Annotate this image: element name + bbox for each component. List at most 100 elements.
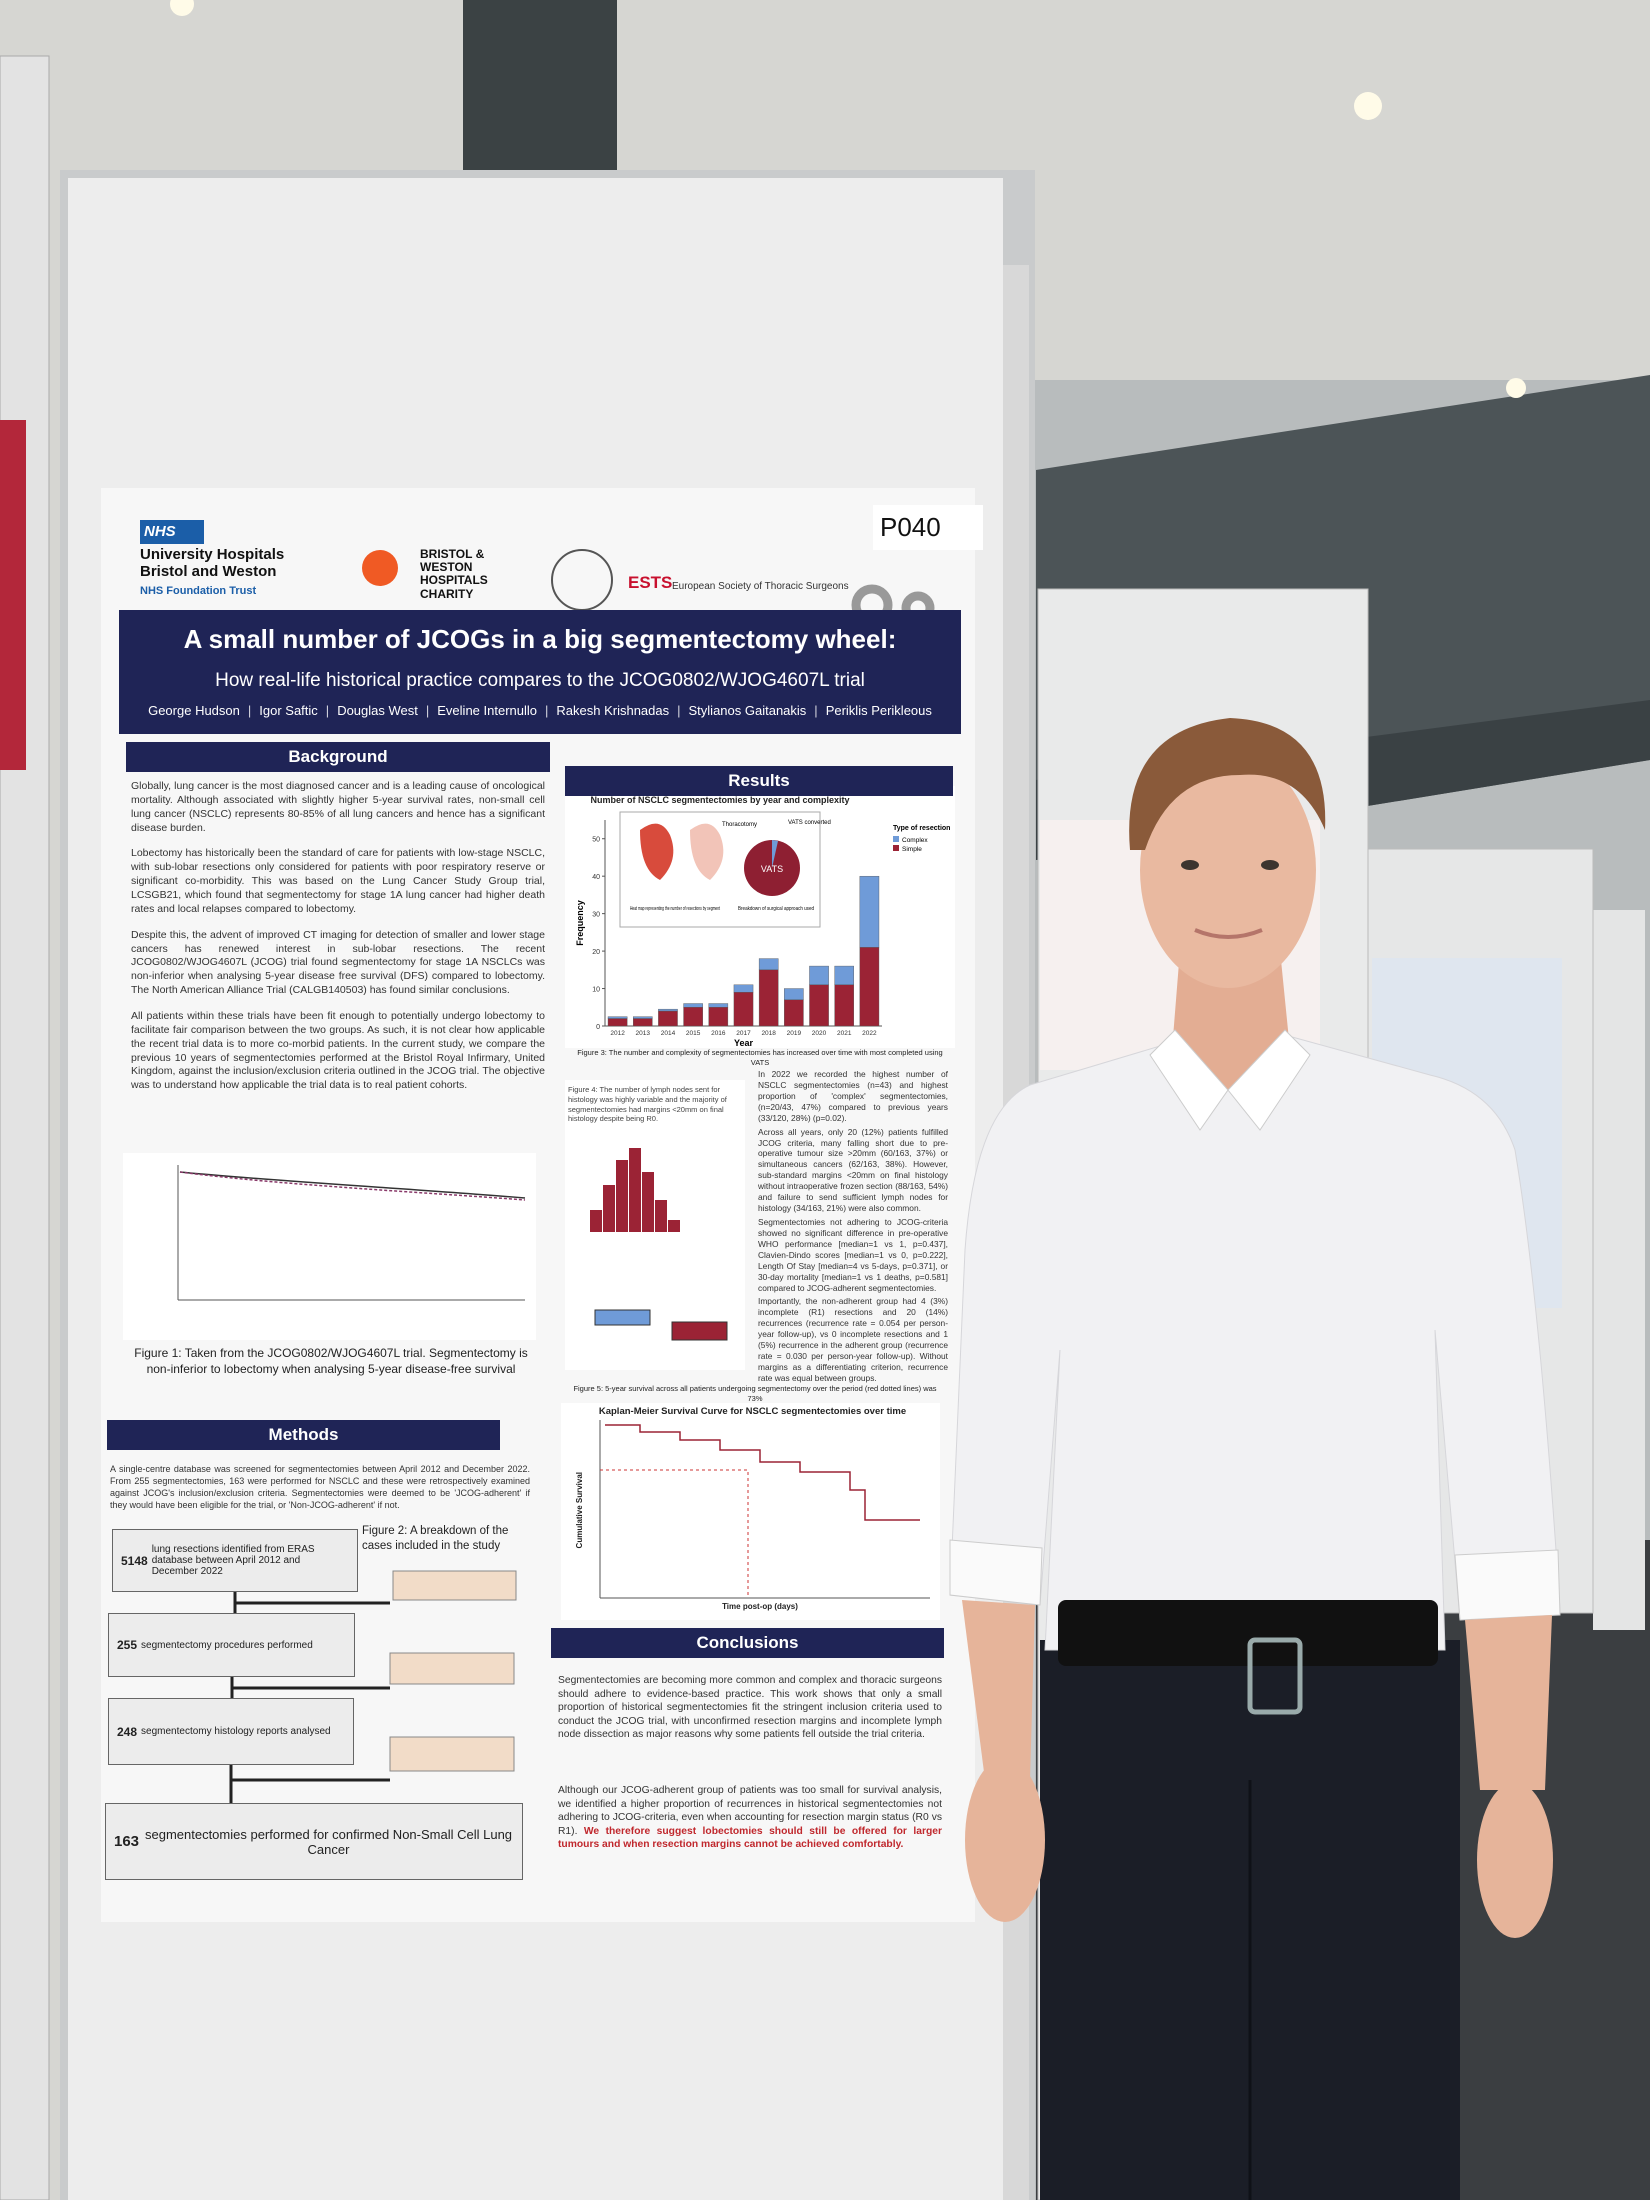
title-band [119, 610, 961, 734]
conclusions-text: Segmentectomies are becoming more common… [558, 1675, 942, 1741]
figure-caption: Figure 1: Taken from the JCOG0802/WJOG46… [134, 1346, 528, 1376]
inset-caption: Heat map representing the number of rese… [630, 906, 720, 912]
flow-text: segmentectomy histology reports analysed [141, 1726, 331, 1737]
authors: George Hudson | Igor Saftic | Douglas West | E… [119, 702, 961, 719]
ests-name: European Society of Thoracic Surgeons [672, 581, 849, 592]
heat-map [640, 823, 674, 880]
author: Stylianos Gaitanakis [688, 703, 807, 718]
figure-caption: Figure 2: A breakdown of the cases inclu… [362, 1525, 509, 1552]
x-tick-label: 2012 [610, 1030, 625, 1037]
bar-segment [859, 875, 880, 948]
x-tick-label: 2014 [661, 1030, 676, 1037]
pie-label: Thoracotomy [722, 822, 757, 828]
nhs-wordmark: NHS [144, 523, 176, 540]
paragraph: Segmentectomies not adhering to JCOG-cri… [758, 1216, 948, 1293]
bar-segment [683, 1007, 703, 1027]
author: Eveline Internullo [437, 703, 537, 718]
flow-count: 5148 [121, 1553, 148, 1568]
nhs-logo [140, 520, 204, 544]
section-heading: Results [565, 766, 953, 796]
figure1-panel [123, 1153, 536, 1340]
section-heading: Background [126, 742, 550, 772]
conclusions-sentence: Although our JCOG-adherent group of pati… [558, 1785, 942, 1837]
paragraph: In 2022 we recorded the highest number o… [758, 1069, 948, 1123]
bar-segment [758, 969, 779, 1027]
heat-map [690, 823, 724, 880]
rear-poster [1040, 820, 1320, 1070]
x-tick-label: 2020 [812, 1030, 827, 1037]
flow-arrows [229, 1592, 390, 1803]
approach-pie-slice [772, 840, 778, 868]
bar-segment [683, 1003, 703, 1008]
figure1-curve [179, 1171, 526, 1199]
x-tick-label: 2015 [686, 1030, 701, 1037]
far-board [1593, 910, 1645, 1630]
legend-swatch [893, 845, 899, 851]
trust-subtitle: NHS Foundation Trust [140, 585, 257, 597]
figure5-panel [561, 1403, 940, 1620]
x-tick-label: 2013 [636, 1030, 651, 1037]
bar-segment [607, 1016, 628, 1019]
board-label: P040 [880, 512, 941, 542]
background-text: Globally, lung cancer is the most diagno… [131, 780, 545, 1105]
flow-count: 163 [114, 1833, 140, 1850]
paragraph: Across all years, only 20 (12%) patients… [758, 1126, 948, 1214]
bar-segment [758, 958, 779, 971]
section-heading: Conclusions [551, 1628, 944, 1658]
km-x-label: Time post-op (days) [722, 1602, 798, 1611]
separator: | [545, 703, 549, 718]
km-y-label: Cumulative Survival [574, 1471, 584, 1549]
author: Douglas West [337, 703, 418, 718]
bar-segment [834, 984, 854, 1027]
poster-subtitle: How real-life historical practice compar… [215, 670, 865, 691]
board-edge [1003, 265, 1029, 2200]
flow-box: 248 segmentectomy histology reports analy… [108, 1698, 354, 1765]
km-curve [605, 1424, 920, 1521]
methods-text: A single-centre database was screened fo… [110, 1464, 530, 1510]
figure1-curve [179, 1171, 526, 1201]
charity-logo [362, 550, 398, 586]
bar-segment [809, 984, 829, 1027]
author: George Hudson [148, 703, 240, 718]
charity-name: BRISTOL & WESTON HOSPITALS CHARITY [420, 547, 488, 601]
ceiling-light [170, 0, 194, 16]
flow-text: segmentectomy procedures performed [141, 1639, 313, 1651]
flow-box: 5148 lung resections identified from ERAS… [112, 1529, 358, 1592]
bar-segment [633, 1016, 653, 1019]
pie-label: VATS [761, 864, 783, 874]
trust-name: University Hospitals Bristol and Weston [140, 546, 285, 581]
pie-label: VATS converted [788, 820, 831, 826]
bar-segment [658, 1010, 678, 1027]
paragraph: Lobectomy has historically been the stan… [131, 847, 545, 915]
author: Igor Saftic [259, 703, 318, 718]
figure4-histogram [590, 1148, 680, 1232]
flow-box: 255 segmentectomy procedures performed [108, 1613, 355, 1677]
y-axis-label: Frequency [575, 900, 585, 946]
separator: | [677, 703, 681, 718]
bar-segment [809, 965, 829, 986]
ceiling-light [1354, 92, 1382, 120]
separator: | [247, 703, 252, 718]
figure-caption: Figure 3: The number and complexity of s… [577, 1048, 943, 1067]
bar-segment [784, 999, 804, 1027]
bar-segment [708, 1007, 729, 1027]
x-tick-label: 2016 [711, 1030, 726, 1037]
y-tick-label: 20 [592, 949, 600, 956]
x-tick-label: 2019 [787, 1030, 802, 1037]
chart-title: Number of NSCLC segmentectomies by year … [590, 795, 849, 805]
flow-exclusions [389, 1570, 517, 1772]
paragraph: All patients within these trials have be… [131, 1010, 545, 1092]
paragraph: Globally, lung cancer is the most diagno… [131, 780, 545, 834]
left-poster-strip [0, 420, 26, 770]
legend-label: Complex [902, 837, 928, 844]
conclusions-text: Although our JCOG-adherent group of pati… [558, 1784, 942, 1852]
figure4-box [594, 1309, 651, 1326]
bar-segment [658, 1008, 678, 1012]
legend-label: Simple [902, 846, 922, 853]
legend-title: Type of resection [893, 825, 950, 832]
y-tick-label: 10 [592, 987, 600, 994]
conclusions-emphasis: We therefore suggest lobectomies should … [558, 1825, 942, 1851]
bar-segment [607, 1018, 628, 1027]
y-tick-label: 50 [592, 837, 600, 844]
